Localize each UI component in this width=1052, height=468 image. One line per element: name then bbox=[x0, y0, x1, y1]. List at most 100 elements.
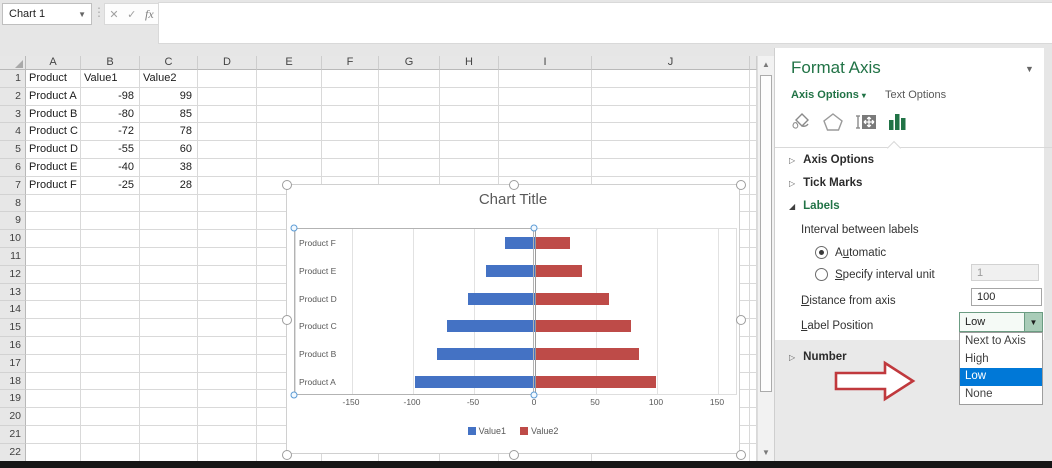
cell-B21[interactable] bbox=[81, 425, 140, 444]
resize-handle[interactable] bbox=[736, 315, 746, 325]
cell-D20[interactable] bbox=[198, 408, 257, 426]
cell-C7[interactable]: 28 bbox=[140, 176, 198, 195]
cell-E1[interactable] bbox=[257, 70, 322, 88]
cell-E2[interactable] bbox=[257, 87, 322, 106]
cell-J4[interactable] bbox=[592, 123, 750, 142]
cell-C19[interactable] bbox=[140, 390, 198, 409]
dropdown-arrow-icon[interactable]: ▼ bbox=[1024, 313, 1042, 331]
function-icon[interactable]: fx bbox=[145, 6, 154, 21]
cell-A1[interactable]: Product bbox=[26, 70, 81, 88]
bar-value1[interactable] bbox=[447, 320, 535, 333]
cell-C21[interactable] bbox=[140, 425, 198, 444]
cell-A17[interactable] bbox=[26, 354, 81, 373]
axis-selection-handle[interactable] bbox=[530, 391, 538, 399]
cell-B11[interactable] bbox=[81, 247, 140, 266]
bar-value1[interactable] bbox=[415, 376, 535, 389]
cell-F6[interactable] bbox=[322, 158, 379, 177]
cell-D11[interactable] bbox=[198, 247, 257, 266]
cell-A5[interactable]: Product D bbox=[26, 141, 81, 159]
cell-B13[interactable] bbox=[81, 283, 140, 302]
cell-B18[interactable] bbox=[81, 372, 140, 391]
col-header-F[interactable]: F bbox=[322, 56, 379, 70]
cell-G2[interactable] bbox=[379, 87, 440, 106]
resize-handle[interactable] bbox=[736, 450, 746, 460]
row-header-3[interactable]: 3 bbox=[0, 105, 26, 124]
cell-G1[interactable] bbox=[379, 70, 440, 88]
row-header-10[interactable]: 10 bbox=[0, 230, 26, 248]
col-header-B[interactable]: B bbox=[81, 56, 140, 70]
cell-A15[interactable] bbox=[26, 319, 81, 337]
cell-J1[interactable] bbox=[592, 70, 750, 88]
col-header-I[interactable]: I bbox=[499, 56, 592, 70]
row-header-12[interactable]: 12 bbox=[0, 265, 26, 284]
cell-C12[interactable] bbox=[140, 265, 198, 284]
cell-B1[interactable]: Value1 bbox=[81, 70, 140, 88]
section-labels[interactable]: ◢ Labels bbox=[789, 200, 840, 212]
cell-A21[interactable] bbox=[26, 425, 81, 444]
cell-B15[interactable] bbox=[81, 319, 140, 337]
distance-from-axis-input[interactable] bbox=[971, 288, 1042, 306]
formula-bar[interactable] bbox=[158, 2, 1052, 44]
cell-A2[interactable]: Product A bbox=[26, 87, 81, 106]
cell-A6[interactable]: Product E bbox=[26, 158, 81, 177]
cell-I6[interactable] bbox=[499, 158, 592, 177]
row-header-8[interactable]: 8 bbox=[0, 194, 26, 213]
cell-B12[interactable] bbox=[81, 265, 140, 284]
cell-G6[interactable] bbox=[379, 158, 440, 177]
cell-E4[interactable] bbox=[257, 123, 322, 142]
legend-item[interactable]: Value2 bbox=[520, 426, 558, 436]
cell-A11[interactable] bbox=[26, 247, 81, 266]
tab-axis-options[interactable]: Axis Options ▾ bbox=[791, 89, 866, 101]
resize-handle[interactable] bbox=[282, 180, 292, 190]
col-header-J[interactable]: J bbox=[592, 56, 750, 70]
cell-F4[interactable] bbox=[322, 123, 379, 142]
pane-scroll-strip[interactable] bbox=[1044, 48, 1052, 461]
cell-F5[interactable] bbox=[322, 141, 379, 159]
cell-H5[interactable] bbox=[440, 141, 499, 159]
cell-B7[interactable]: -25 bbox=[81, 176, 140, 195]
bar-value2[interactable] bbox=[535, 348, 640, 361]
cell-B5[interactable]: -55 bbox=[81, 141, 140, 159]
collapsed-arrow-icon[interactable]: ▷ bbox=[789, 352, 796, 362]
cell-E3[interactable] bbox=[257, 105, 322, 124]
col-header-C[interactable]: C bbox=[140, 56, 198, 70]
cell-D12[interactable] bbox=[198, 265, 257, 284]
row-header-16[interactable]: 16 bbox=[0, 336, 26, 355]
col-header-D[interactable]: D bbox=[198, 56, 257, 70]
cell-D9[interactable] bbox=[198, 212, 257, 231]
cell-D14[interactable] bbox=[198, 301, 257, 320]
grid-scrollbar[interactable]: ▲ ▼ bbox=[757, 56, 774, 461]
bar-value1[interactable] bbox=[486, 264, 535, 277]
cell-C14[interactable] bbox=[140, 301, 198, 320]
cell-C16[interactable] bbox=[140, 336, 198, 355]
name-box[interactable]: Chart 1 ▼ bbox=[2, 3, 92, 25]
cell-A14[interactable] bbox=[26, 301, 81, 320]
cell-C18[interactable] bbox=[140, 372, 198, 391]
cell-J22[interactable] bbox=[592, 443, 750, 461]
row-header-2[interactable]: 2 bbox=[0, 87, 26, 106]
resize-handle[interactable] bbox=[282, 315, 292, 325]
cell-C4[interactable]: 78 bbox=[140, 123, 198, 142]
effects-icon[interactable] bbox=[819, 108, 847, 136]
cell-C6[interactable]: 38 bbox=[140, 158, 198, 177]
cell-D21[interactable] bbox=[198, 425, 257, 444]
cell-B20[interactable] bbox=[81, 408, 140, 426]
cell-G4[interactable] bbox=[379, 123, 440, 142]
fill-icon[interactable] bbox=[787, 108, 815, 136]
dropdown-option-high[interactable]: High bbox=[965, 352, 989, 365]
resize-handle[interactable] bbox=[509, 450, 519, 460]
cell-B14[interactable] bbox=[81, 301, 140, 320]
resize-handle[interactable] bbox=[736, 180, 746, 190]
cell-F3[interactable] bbox=[322, 105, 379, 124]
dropdown-option-low[interactable]: Low bbox=[960, 368, 1042, 387]
cell-B3[interactable]: -80 bbox=[81, 105, 140, 124]
cell-B8[interactable] bbox=[81, 194, 140, 213]
cell-I2[interactable] bbox=[499, 87, 592, 106]
plot-area[interactable]: Product A Product B Product C Product D Prod… bbox=[295, 228, 737, 395]
label-position-dropdown[interactable]: Low ▼ bbox=[959, 312, 1043, 332]
cell-B6[interactable]: -40 bbox=[81, 158, 140, 177]
bar-value2[interactable] bbox=[535, 236, 570, 249]
cell-I4[interactable] bbox=[499, 123, 592, 142]
cell-E6[interactable] bbox=[257, 158, 322, 177]
